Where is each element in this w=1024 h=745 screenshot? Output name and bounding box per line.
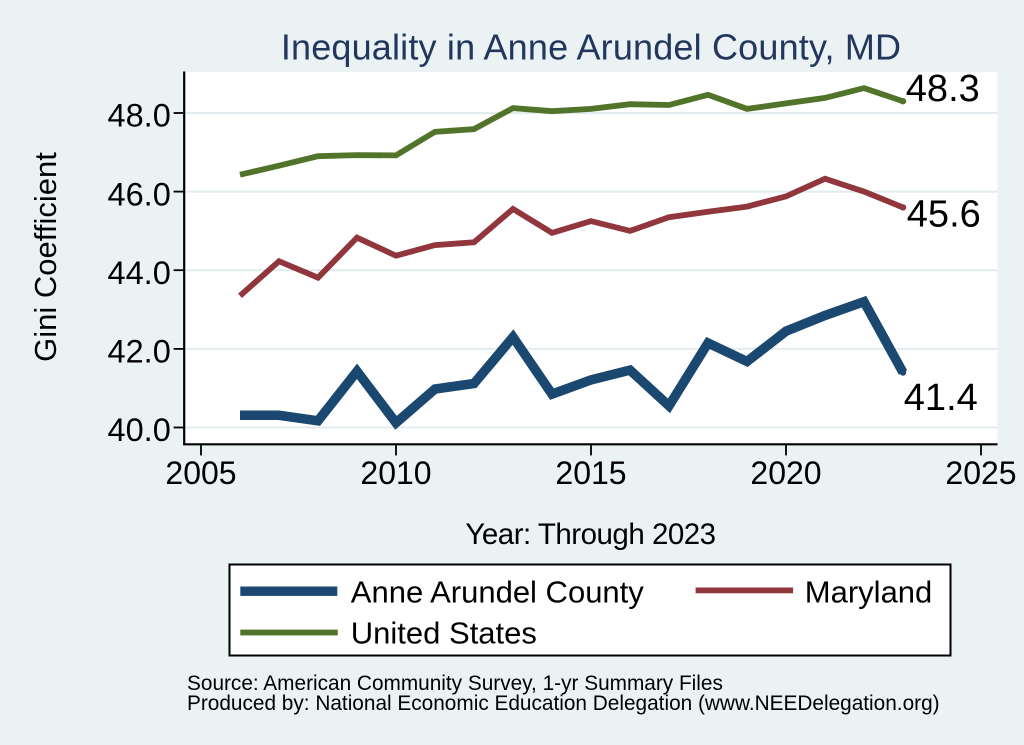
svg-text:45.6: 45.6: [907, 194, 981, 236]
svg-text:48.3: 48.3: [906, 68, 980, 110]
svg-text:Produced by: National Economic: Produced by: National Economic Education…: [187, 692, 940, 715]
svg-text:Gini Coefficient: Gini Coefficient: [28, 152, 63, 362]
svg-text:40.0: 40.0: [108, 412, 171, 448]
svg-text:United States: United States: [351, 616, 537, 651]
svg-text:2010: 2010: [360, 455, 431, 491]
svg-text:Maryland: Maryland: [805, 575, 933, 610]
svg-text:44.0: 44.0: [108, 255, 171, 291]
svg-text:Anne Arundel County: Anne Arundel County: [351, 575, 644, 610]
svg-text:48.0: 48.0: [108, 98, 171, 134]
svg-text:Inequality in Anne Arundel Cou: Inequality in Anne Arundel County, MD: [281, 27, 901, 68]
svg-text:41.4: 41.4: [904, 377, 978, 419]
svg-text:42.0: 42.0: [108, 334, 171, 370]
svg-text:Year: Through 2023: Year: Through 2023: [465, 518, 715, 551]
svg-text:2005: 2005: [165, 455, 236, 491]
svg-text:Source: American Community Sur: Source: American Community Survey, 1-yr …: [187, 672, 723, 695]
svg-text:46.0: 46.0: [108, 176, 171, 212]
svg-text:2025: 2025: [945, 455, 1016, 491]
svg-text:2015: 2015: [555, 455, 626, 491]
svg-text:2020: 2020: [750, 455, 821, 491]
